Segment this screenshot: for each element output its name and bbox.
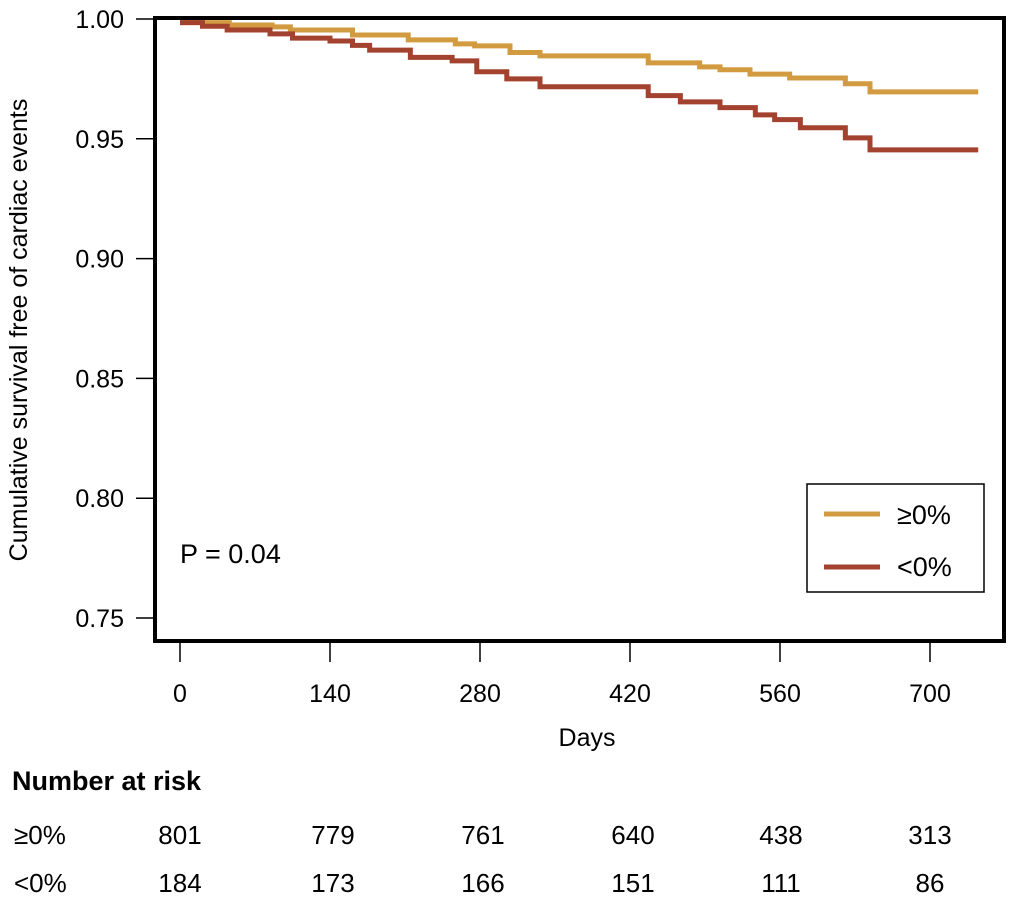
risk-count: 111	[761, 868, 801, 898]
km-chart: 1.00 0.95 0.90 0.85 0.80 0.75 0 140 280 420 560 70…	[5, 6, 1006, 752]
x-tick-label: 0	[173, 680, 187, 708]
y-tick-label: 0.85	[75, 365, 124, 393]
survival-curve-ge0	[180, 20, 979, 95]
legend-label-ge0: ≥0%	[897, 500, 951, 530]
y-tick-label: 0.80	[75, 485, 124, 513]
risk-count: 151	[611, 868, 655, 898]
risk-count: 640	[611, 820, 655, 850]
y-tick-label: 0.95	[75, 126, 124, 154]
y-tick-label: 1.00	[75, 6, 124, 34]
x-tick-label: 560	[759, 680, 801, 708]
risk-count: 438	[759, 820, 803, 850]
y-axis-title: Cumulative survival free of cardiac even…	[5, 99, 33, 562]
x-tick-label: 700	[909, 680, 951, 708]
risk-count: 761	[461, 820, 505, 850]
y-tick-label: 0.90	[75, 246, 124, 274]
risk-count: 184	[158, 868, 202, 898]
risk-row-label: ≥0%	[14, 820, 66, 850]
risk-count: 801	[158, 820, 202, 850]
x-tick-label: 140	[309, 680, 351, 708]
survival-curve-lt0	[180, 20, 979, 153]
p-value-annotation: P = 0.04	[180, 539, 281, 569]
x-tick-label: 280	[459, 680, 501, 708]
legend-box	[806, 483, 985, 593]
y-tick-label: 0.75	[75, 605, 124, 633]
risk-count: 86	[915, 868, 945, 898]
risk-count: 313	[908, 820, 952, 850]
legend: ≥0% <0%	[806, 483, 985, 593]
x-axis-title: Days	[559, 724, 616, 752]
x-tick-label: 420	[609, 680, 651, 708]
legend-label-lt0: <0%	[897, 552, 952, 582]
risk-count: 166	[461, 868, 505, 898]
plot-frame	[153, 16, 1006, 643]
risk-count: 779	[311, 820, 355, 850]
risk-row-label: <0%	[14, 868, 67, 898]
risk-count: 173	[311, 868, 355, 898]
number-at-risk-title: Number at risk	[12, 766, 202, 796]
